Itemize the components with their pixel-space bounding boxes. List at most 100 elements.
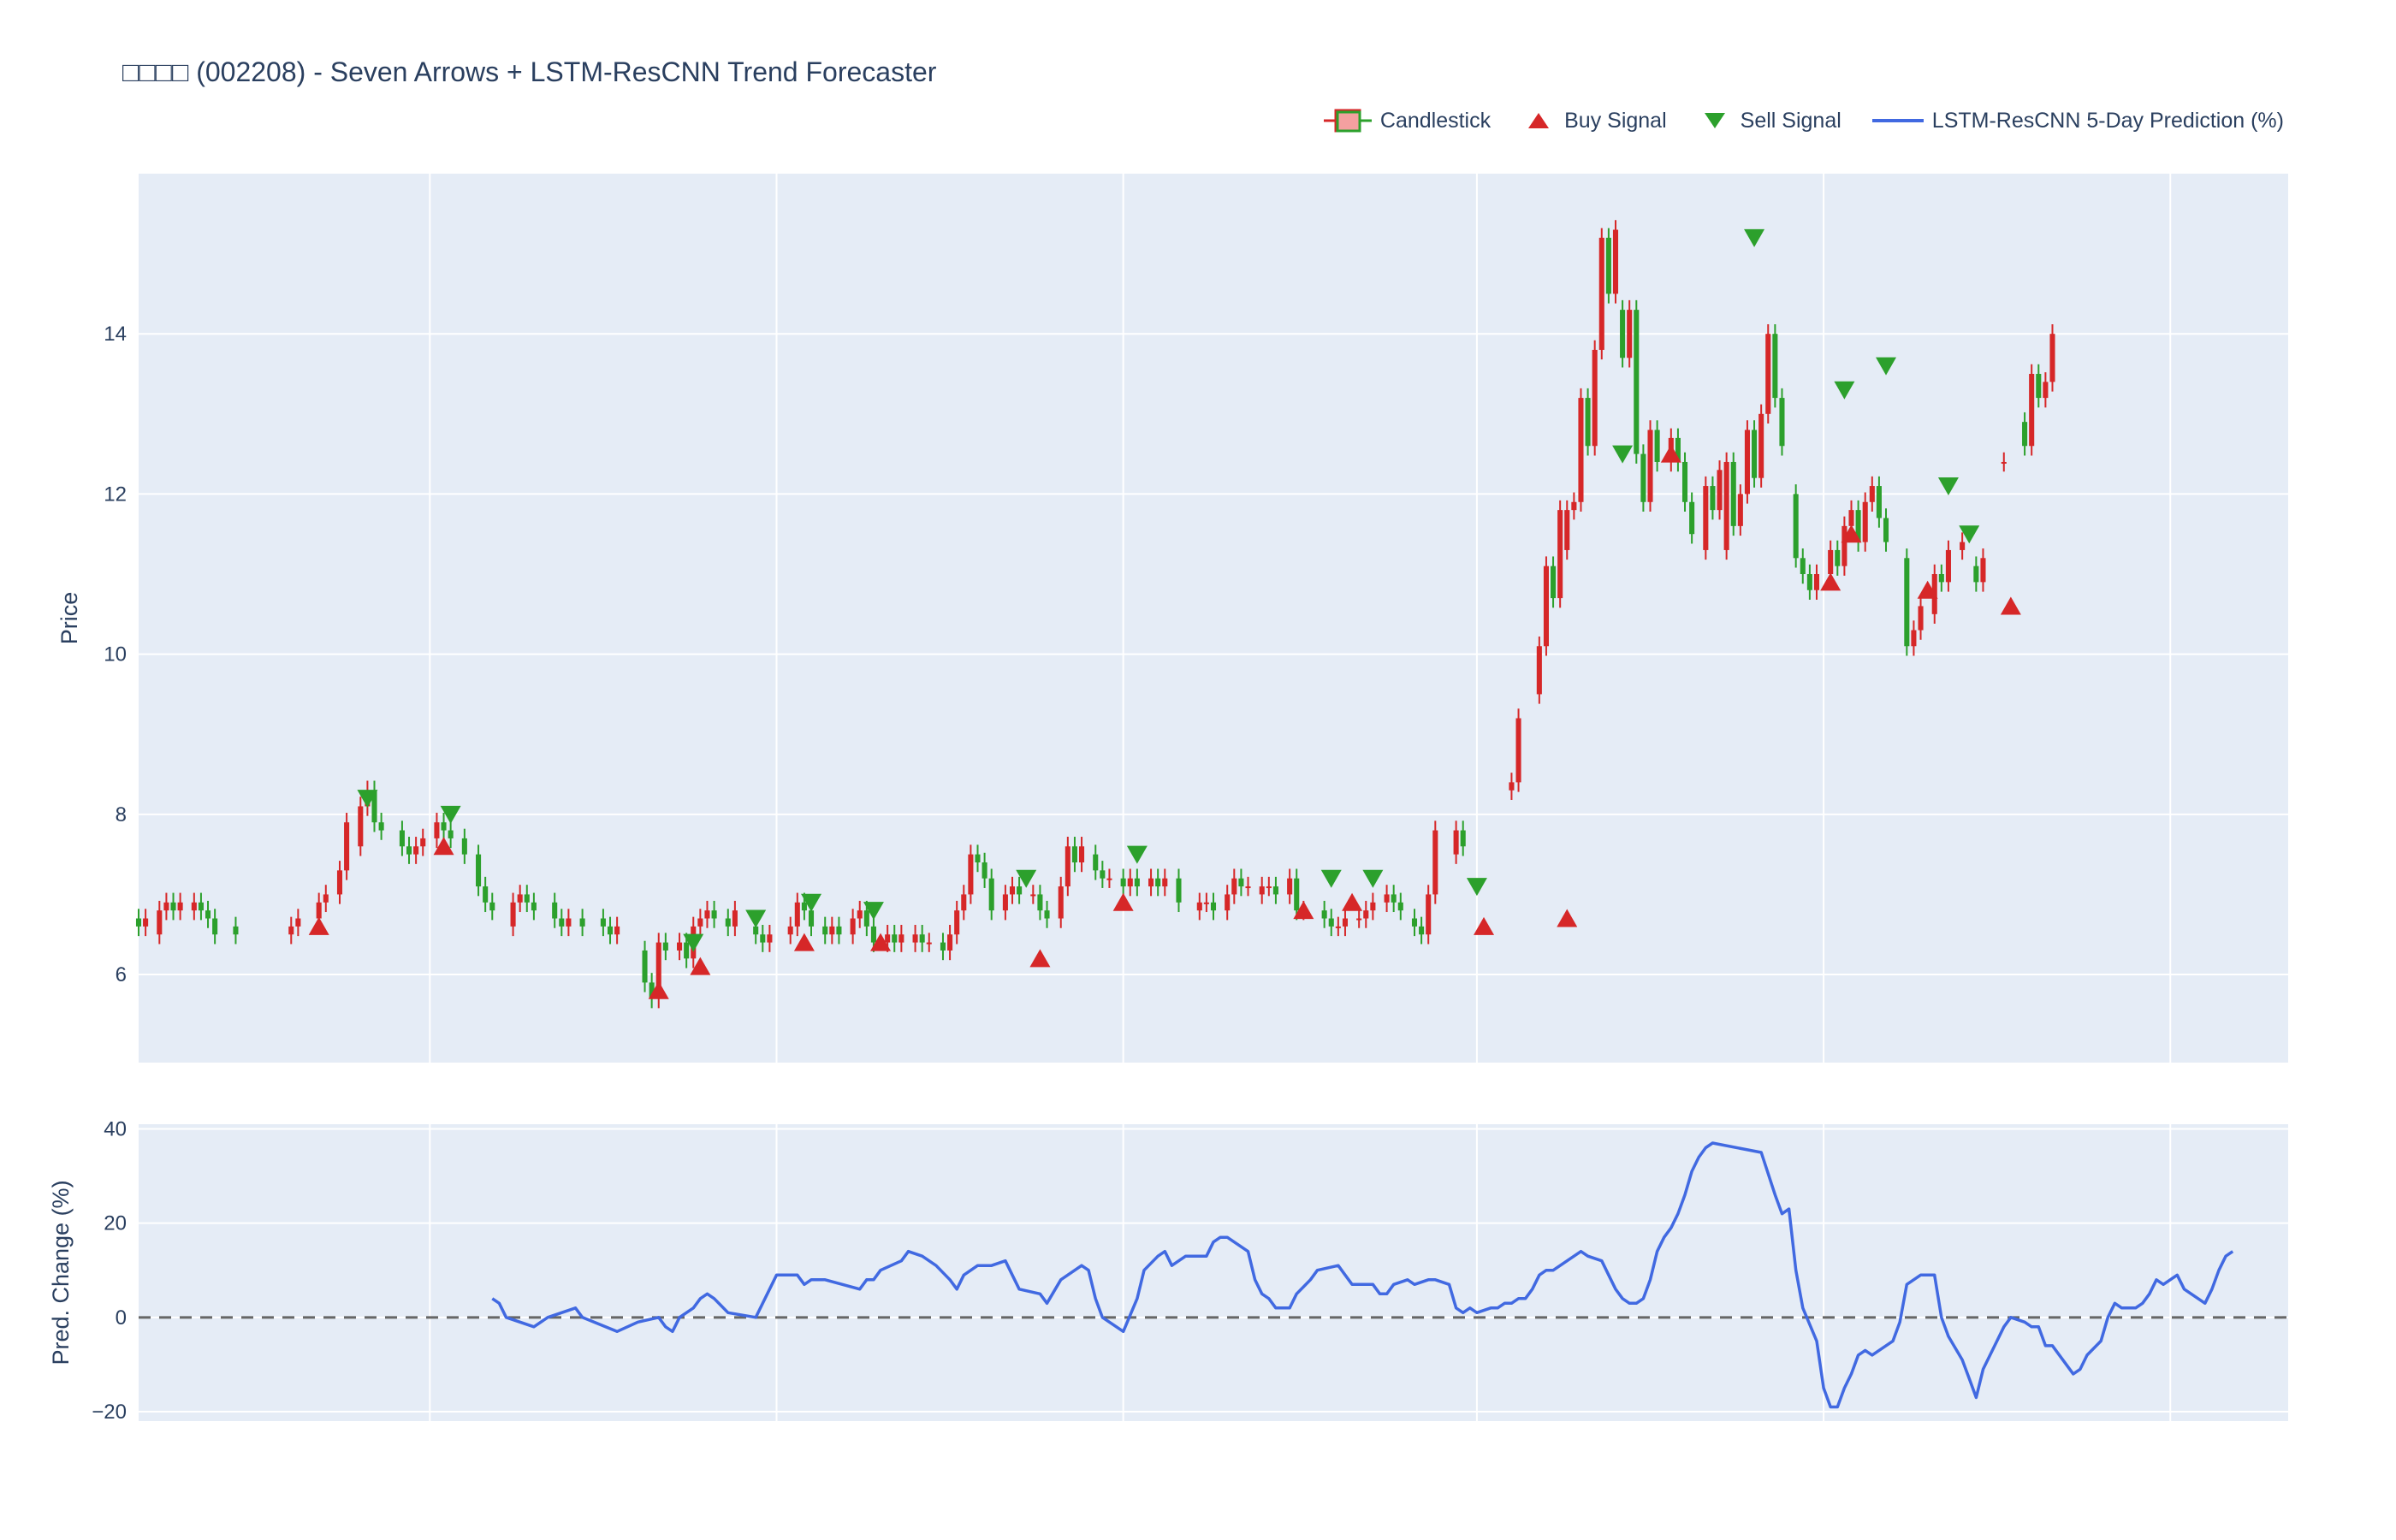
candle-body[interactable] bbox=[1203, 902, 1209, 904]
candle-body[interactable] bbox=[947, 934, 953, 951]
candle-body[interactable] bbox=[1245, 886, 1251, 889]
candle-body[interactable] bbox=[1634, 310, 1640, 454]
candle-body[interactable] bbox=[1640, 453, 1646, 502]
candle-body[interactable] bbox=[336, 870, 343, 895]
candle-body[interactable] bbox=[1294, 878, 1300, 911]
candle-body[interactable] bbox=[205, 910, 211, 919]
candle-body[interactable] bbox=[988, 878, 994, 911]
candle-body[interactable] bbox=[704, 910, 710, 919]
candle-body[interactable] bbox=[1723, 461, 1729, 550]
candle-body[interactable] bbox=[1058, 886, 1064, 919]
candle-body[interactable] bbox=[1862, 501, 1868, 542]
candle-body[interactable] bbox=[1460, 830, 1466, 847]
candle-body[interactable] bbox=[870, 926, 876, 943]
candle-body[interactable] bbox=[1225, 894, 1231, 911]
candle-body[interactable] bbox=[1855, 510, 1861, 542]
candle-body[interactable] bbox=[801, 902, 807, 911]
sell-signal-marker[interactable] bbox=[1834, 381, 1855, 400]
candle-body[interactable] bbox=[295, 918, 301, 927]
candle-body[interactable] bbox=[1356, 918, 1362, 921]
candle-body[interactable] bbox=[1017, 886, 1023, 895]
candle-body[interactable] bbox=[163, 902, 169, 911]
buy-signal-marker[interactable] bbox=[870, 933, 892, 951]
candle-body[interactable] bbox=[1551, 566, 1557, 599]
candle-body[interactable] bbox=[1536, 646, 1542, 695]
candle-body[interactable] bbox=[1411, 918, 1418, 927]
candle-body[interactable] bbox=[1127, 878, 1133, 887]
candle-body[interactable] bbox=[191, 902, 197, 911]
candle-body[interactable] bbox=[1675, 437, 1681, 462]
candle-body[interactable] bbox=[1557, 510, 1563, 599]
candle-body[interactable] bbox=[1627, 310, 1633, 358]
candle-body[interactable] bbox=[399, 830, 405, 847]
candle-body[interactable] bbox=[1009, 886, 1016, 895]
candle-body[interactable] bbox=[1689, 501, 1695, 535]
candle-body[interactable] bbox=[212, 918, 218, 935]
candle-body[interactable] bbox=[1828, 549, 1834, 575]
candle-body[interactable] bbox=[760, 934, 766, 943]
candle-body[interactable] bbox=[2029, 374, 2035, 447]
candle-body[interactable] bbox=[1911, 630, 1917, 647]
candle-body[interactable] bbox=[489, 902, 495, 911]
candle-body[interactable] bbox=[316, 902, 322, 919]
candle-body[interactable] bbox=[1397, 902, 1403, 911]
candle-body[interactable] bbox=[2043, 382, 2049, 399]
candle-body[interactable] bbox=[767, 934, 773, 943]
candle-body[interactable] bbox=[1272, 886, 1278, 895]
candle-body[interactable] bbox=[655, 942, 661, 999]
legend-item-sell[interactable]: Sell Signal bbox=[1698, 108, 1841, 133]
candle-body[interactable] bbox=[476, 854, 482, 887]
candle-body[interactable] bbox=[919, 934, 925, 943]
candle-body[interactable] bbox=[1883, 518, 1889, 542]
candle-body[interactable] bbox=[1328, 918, 1334, 927]
candle-body[interactable] bbox=[1134, 878, 1140, 887]
candle-body[interactable] bbox=[753, 926, 759, 935]
candle-body[interactable] bbox=[566, 918, 572, 927]
candle-body[interactable] bbox=[1841, 525, 1847, 566]
sell-signal-marker[interactable] bbox=[1744, 228, 1765, 247]
buy-signal-marker[interactable] bbox=[2000, 596, 2021, 615]
sell-signal-marker[interactable] bbox=[1320, 869, 1342, 888]
candle-body[interactable] bbox=[177, 902, 183, 911]
prediction-plot-area[interactable] bbox=[139, 1124, 2288, 1421]
candle-body[interactable] bbox=[614, 926, 620, 935]
sell-signal-marker[interactable] bbox=[1937, 477, 1959, 496]
candle-body[interactable] bbox=[732, 910, 738, 927]
candle-body[interactable] bbox=[1065, 846, 1070, 887]
candle-body[interactable] bbox=[1592, 349, 1598, 447]
candle-body[interactable] bbox=[2022, 422, 2028, 447]
candle-body[interactable] bbox=[822, 926, 828, 935]
candle-body[interactable] bbox=[794, 902, 800, 927]
candle-body[interactable] bbox=[1779, 398, 1785, 447]
candle-body[interactable] bbox=[1509, 782, 1515, 791]
sell-signal-marker[interactable] bbox=[1876, 357, 1897, 376]
candle-body[interactable] bbox=[1752, 429, 1758, 478]
sell-signal-marker[interactable] bbox=[357, 790, 378, 808]
buy-signal-marker[interactable] bbox=[648, 980, 669, 999]
candle-body[interactable] bbox=[579, 918, 585, 927]
candle-body[interactable] bbox=[288, 926, 294, 935]
candle-body[interactable] bbox=[1904, 558, 1910, 647]
candle-body[interactable] bbox=[926, 942, 932, 945]
buy-signal-marker[interactable] bbox=[433, 837, 454, 856]
candle-body[interactable] bbox=[1162, 878, 1168, 887]
candle-body[interactable] bbox=[677, 942, 683, 951]
candle-body[interactable] bbox=[2049, 334, 2055, 382]
candle-body[interactable] bbox=[1620, 310, 1626, 358]
candle-body[interactable] bbox=[898, 934, 904, 943]
candle-body[interactable] bbox=[1426, 894, 1432, 935]
sell-signal-marker[interactable] bbox=[1466, 878, 1487, 897]
candle-body[interactable] bbox=[233, 926, 239, 935]
candle-body[interactable] bbox=[1176, 878, 1182, 903]
sell-signal-marker[interactable] bbox=[801, 893, 822, 912]
candle-body[interactable] bbox=[1605, 237, 1611, 294]
buy-signal-marker[interactable] bbox=[1841, 524, 1862, 543]
candle-body[interactable] bbox=[1120, 878, 1126, 887]
candle-body[interactable] bbox=[829, 926, 835, 935]
sell-signal-marker[interactable] bbox=[1126, 845, 1148, 864]
buy-signal-marker[interactable] bbox=[1820, 572, 1841, 591]
candle-body[interactable] bbox=[1363, 910, 1369, 919]
sell-signal-marker[interactable] bbox=[683, 933, 704, 952]
candle-body[interactable] bbox=[1598, 237, 1604, 350]
candle-body[interactable] bbox=[600, 918, 606, 927]
